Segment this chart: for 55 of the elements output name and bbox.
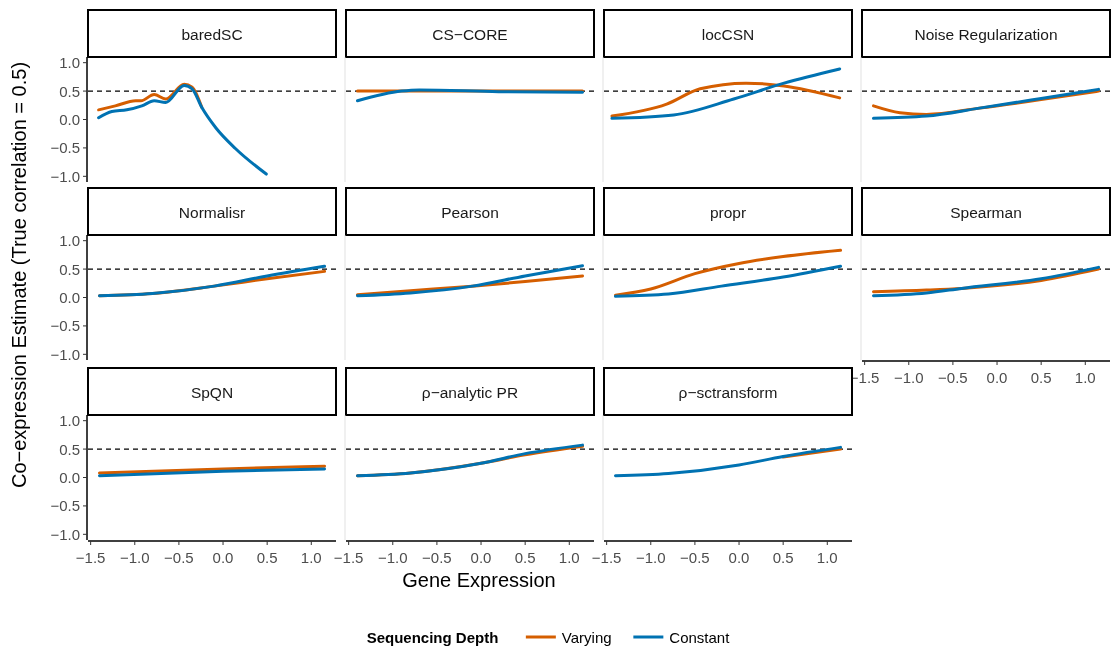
chart-title: ρ−analytic PR [421,383,519,400]
y-tick-label: 0.0 [59,111,80,128]
y-tick-label: 0.5 [59,260,80,278]
y-tick-label: 1.0 [59,54,80,72]
x-tick-label: −1.5 [591,548,622,566]
chart-title: Spearman [950,203,1022,220]
x-tick-label: −1.5 [849,368,880,386]
x-tick-label: 0.5 [514,548,536,566]
x-tick-label: 0.5 [1030,368,1052,386]
chart-title: CS−CORE [432,25,508,42]
x-tick-label: −0.5 [422,548,452,566]
x-tick-label: −0.5 [938,368,968,386]
y-axis-title: Co−expression Estimate (True correlation = 0.5) [8,61,30,489]
chart-title: locCSN [701,25,755,42]
x-tick-label: 0.0 [986,368,1008,386]
y-tick-label: −0.5 [50,317,80,335]
x-tick-label: −1.5 [333,548,364,566]
y-tick-label: 0.0 [59,289,80,306]
x-tick-label: 1.0 [558,548,580,566]
chart-title: baredSC [181,25,243,42]
x-tick-label: −1.5 [75,548,106,566]
x-tick-label: −0.5 [680,548,710,566]
y-tick-label: −1.0 [50,167,80,185]
chart-title: ρ−sctransform [678,383,778,400]
x-tick-label: 0.5 [772,548,794,566]
chart-title: Normalisr [178,203,246,220]
x-tick-label: −1.0 [893,368,924,386]
x-axis-title: Gene Expression [402,569,556,591]
x-tick-label: 0.0 [212,548,234,566]
x-tick-label: −1.0 [119,548,150,566]
legend-label: Varying [561,628,612,646]
x-tick-label: 1.0 [300,548,322,566]
x-tick-label: 0.0 [728,548,750,566]
y-tick-label: 0.5 [59,82,80,100]
y-tick-label: 1.0 [59,232,80,250]
y-tick-label: −1.0 [50,345,80,363]
x-tick-label: 1.0 [816,548,838,566]
x-tick-label: 0.5 [256,548,278,566]
x-tick-label: 0.0 [470,548,492,566]
legend-label: Constant [669,628,731,646]
chart-title: Pearson [441,203,499,220]
chart-title: propr [709,203,747,220]
chart-title: Noise Regularization [914,25,1058,42]
x-tick-label: −1.0 [635,548,666,566]
y-tick-label: 0.0 [59,469,80,486]
chart-title: SpQN [190,383,234,400]
y-tick-label: 0.5 [59,440,80,458]
y-tick-label: −0.5 [50,497,80,515]
y-tick-label: 1.0 [59,412,80,430]
y-tick-label: −1.0 [50,525,80,543]
x-tick-label: 1.0 [1074,368,1096,386]
x-tick-label: −0.5 [164,548,194,566]
legend-title: Sequencing Depth [366,628,499,646]
x-tick-label: −1.0 [377,548,408,566]
y-tick-label: −0.5 [50,139,80,157]
